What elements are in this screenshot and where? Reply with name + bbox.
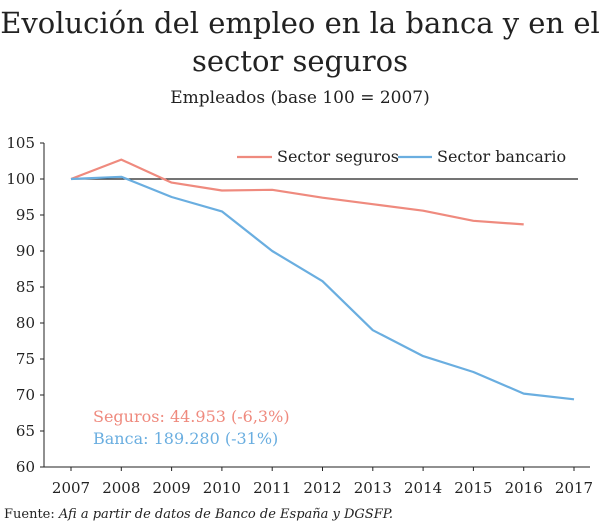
y-tick-label: 65 (16, 422, 35, 440)
x-tick-label: 2013 (354, 479, 392, 497)
legend-seguros-label: Sector seguros (277, 147, 399, 166)
x-tick-label: 2017 (555, 479, 593, 497)
y-tick-label: 105 (6, 134, 35, 152)
x-tick-label: 2012 (303, 479, 341, 497)
x-tick-label: 2009 (153, 479, 191, 497)
x-tick-label: 2010 (203, 479, 241, 497)
x-tick-label: 2008 (102, 479, 140, 497)
y-tick-label: 95 (16, 206, 35, 224)
chart-title-line1: Evolución del empleo en la banca y en el (0, 6, 600, 40)
y-tick-label: 80 (16, 314, 35, 332)
y-tick-label: 90 (16, 242, 35, 260)
source-note: Fuente: Afi a partir de datos de Banco d… (4, 507, 393, 522)
chart-title: Evolución del empleo en la banca y en el… (0, 4, 600, 80)
x-tick-label: 2014 (404, 479, 442, 497)
source-text: Afi a partir de datos de Banco de España… (58, 507, 393, 522)
y-tick-label: 85 (16, 278, 35, 296)
y-tick-label: 70 (16, 386, 35, 404)
y-tick-label: 60 (16, 458, 35, 476)
x-tick-label: 2015 (454, 479, 492, 497)
x-tick-label: 2016 (505, 479, 543, 497)
series-line-seguros (70, 158, 524, 226)
x-tick-label: 2011 (253, 479, 291, 497)
series-line-bancario (70, 175, 575, 401)
legend-bancario-label: Sector bancario (437, 147, 566, 166)
chart-title-line2: sector seguros (192, 44, 408, 78)
chart-subtitle: Empleados (base 100 = 2007) (170, 88, 430, 108)
annotation-seguros: Seguros: 44.953 (-6,3%) (93, 407, 290, 426)
x-tick-label: 2007 (52, 479, 90, 497)
y-tick-label: 100 (6, 170, 35, 188)
annotation-banca: Banca: 189.280 (-31%) (93, 429, 278, 448)
y-tick-label: 75 (16, 350, 35, 368)
source-prefix: Fuente: (4, 507, 59, 522)
